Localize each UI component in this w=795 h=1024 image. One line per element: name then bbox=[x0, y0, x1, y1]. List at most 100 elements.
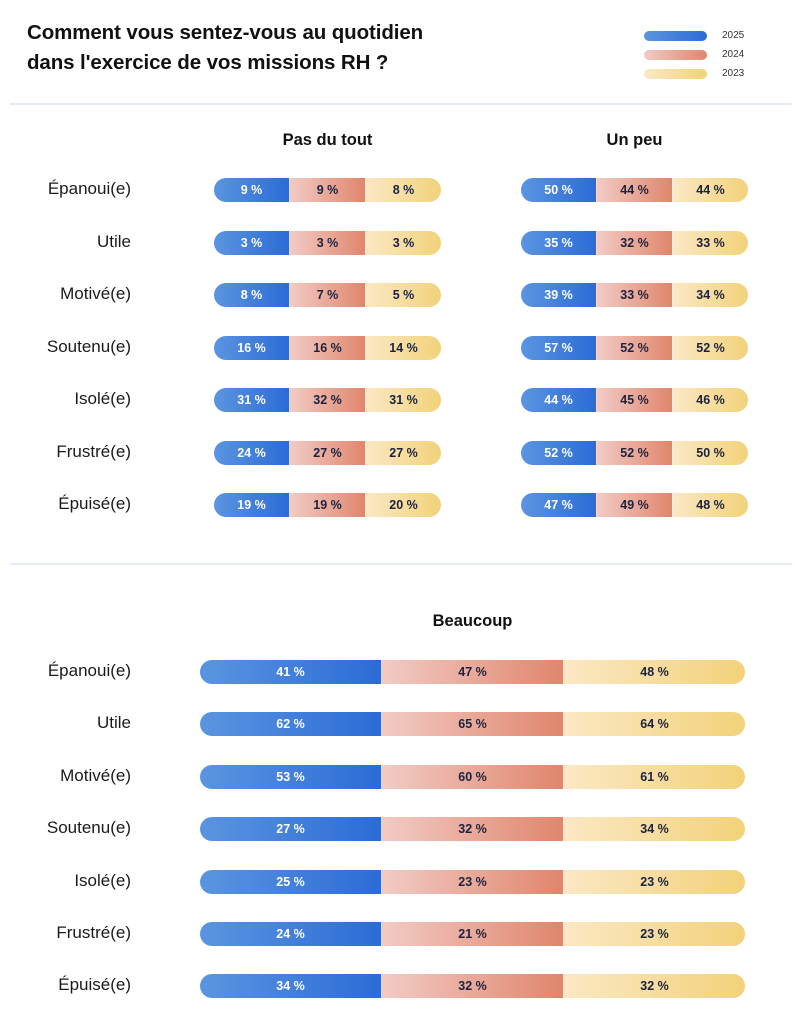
legend-swatch-2023 bbox=[644, 69, 707, 79]
legend-swatch-2025 bbox=[644, 31, 707, 41]
bar-segment-2023: 34 % bbox=[563, 817, 745, 842]
bar-segment-2025: 44 % bbox=[521, 388, 596, 412]
bar-segment-2024: 16 % bbox=[289, 335, 365, 360]
bar-segment-2025: 16 % bbox=[214, 335, 289, 360]
bar-segment-2023: 32 % bbox=[563, 974, 745, 999]
bar-segment-2025: 39 % bbox=[521, 283, 596, 307]
bar-segment-2023: 27 % bbox=[365, 440, 441, 465]
bar-segment-2024: 44 % bbox=[596, 178, 672, 202]
bar-segment-2025: 3 % bbox=[214, 230, 289, 255]
bar-segment-2025: 41 % bbox=[200, 660, 381, 684]
bar-segment-2023: 14 % bbox=[365, 335, 441, 360]
bar-segment-2023: 23 % bbox=[563, 869, 745, 894]
row-label-isole-e: Isolé(e) bbox=[74, 870, 131, 890]
bar-segment-2023: 3 % bbox=[365, 230, 441, 255]
bar-beaucoup-frustre-e: 24 % 21 % 23 % bbox=[200, 922, 745, 946]
bar-segment-2025: 52 % bbox=[521, 440, 596, 465]
bar-segment-2025: 34 % bbox=[200, 974, 381, 999]
bar-segment-2024: 9 % bbox=[289, 178, 365, 202]
divider-top bbox=[10, 103, 792, 105]
bar-un-peu-epanoui-e: 50 % 44 % 44 % bbox=[521, 178, 748, 202]
bar-segment-2025: 8 % bbox=[214, 283, 289, 307]
bar-segment-2023: 5 % bbox=[365, 283, 441, 307]
row-label-soutenu-e: Soutenu(e) bbox=[46, 818, 131, 838]
bar-segment-2023: 44 % bbox=[672, 178, 748, 202]
bar-segment-2025: 24 % bbox=[200, 922, 381, 946]
bar-segment-2025: 57 % bbox=[521, 335, 596, 360]
bar-segment-2025: 35 % bbox=[521, 230, 596, 255]
bar-segment-2024: 27 % bbox=[289, 440, 365, 465]
legend-swatch-2024 bbox=[644, 50, 707, 60]
bar-segment-2024: 32 % bbox=[381, 974, 563, 999]
bar-segment-2024: 7 % bbox=[289, 283, 365, 307]
bar-segment-2024: 32 % bbox=[596, 230, 672, 255]
bar-pas-du-tout-frustre-e: 24 % 27 % 27 % bbox=[214, 440, 441, 465]
chart-title: Comment vous sentez-vous au quotidien da… bbox=[27, 18, 423, 78]
bar-beaucoup-utile: 62 % 65 % 64 % bbox=[200, 712, 745, 737]
legend-label-2024: 2024 bbox=[722, 49, 745, 60]
chart-title-line-1: Comment vous sentez-vous au quotidien bbox=[27, 21, 424, 44]
bar-segment-2024: 49 % bbox=[596, 493, 672, 517]
row-label-epanoui-e: Épanoui(e) bbox=[47, 179, 131, 198]
bar-segment-2023: 8 % bbox=[365, 178, 441, 202]
bar-segment-2024: 65 % bbox=[381, 712, 563, 737]
row-label-epanoui-e: Épanoui(e) bbox=[47, 661, 131, 680]
row-label-utile: Utile bbox=[96, 231, 131, 251]
bar-segment-2024: 47 % bbox=[381, 660, 563, 684]
bar-segment-2024: 21 % bbox=[381, 922, 563, 946]
bar-beaucoup-soutenu-e: 27 % 32 % 34 % bbox=[200, 817, 745, 842]
bar-pas-du-tout-epuise-e: 19 % 19 % 20 % bbox=[214, 493, 441, 517]
bar-segment-2023: 52 % bbox=[672, 335, 748, 360]
bar-segment-2023: 34 % bbox=[672, 283, 748, 307]
bar-segment-2023: 48 % bbox=[563, 660, 745, 684]
bar-segment-2023: 61 % bbox=[563, 764, 745, 789]
legend-label-2025: 2025 bbox=[722, 30, 745, 41]
bar-un-peu-utile: 35 % 32 % 33 % bbox=[521, 230, 748, 255]
bar-segment-2023: 31 % bbox=[365, 388, 441, 412]
bar-segment-2023: 23 % bbox=[563, 922, 745, 946]
bar-segment-2025: 62 % bbox=[200, 712, 381, 737]
bar-segment-2024: 32 % bbox=[381, 817, 563, 842]
bar-un-peu-soutenu-e: 57 % 52 % 52 % bbox=[521, 335, 748, 360]
bar-pas-du-tout-motive-e: 8 % 7 % 5 % bbox=[214, 283, 441, 307]
bar-segment-2023: 50 % bbox=[672, 440, 748, 465]
bar-segment-2024: 60 % bbox=[381, 764, 563, 789]
bar-un-peu-frustre-e: 52 % 52 % 50 % bbox=[521, 440, 748, 465]
bar-segment-2024: 45 % bbox=[596, 388, 672, 412]
bar-segment-2024: 23 % bbox=[381, 869, 563, 894]
bar-segment-2023: 20 % bbox=[365, 493, 441, 517]
panel-title-pas-du-tout: Pas du tout bbox=[282, 131, 373, 149]
row-label-isole-e: Isolé(e) bbox=[74, 389, 131, 408]
row-label-motive-e: Motivé(e) bbox=[60, 765, 131, 785]
bar-segment-2023: 48 % bbox=[672, 493, 748, 517]
row-label-epuise-e: Épuisé(e) bbox=[58, 975, 131, 995]
bar-segment-2024: 33 % bbox=[596, 283, 672, 307]
bar-segment-2024: 52 % bbox=[596, 335, 672, 360]
bar-segment-2023: 33 % bbox=[672, 230, 748, 255]
bar-pas-du-tout-isole-e: 31 % 32 % 31 % bbox=[214, 388, 441, 412]
row-label-motive-e: Motivé(e) bbox=[60, 284, 131, 303]
bar-segment-2025: 27 % bbox=[200, 817, 381, 842]
panel-title-un-peu: Un peu bbox=[606, 131, 663, 149]
bar-pas-du-tout-soutenu-e: 16 % 16 % 14 % bbox=[214, 335, 441, 360]
row-label-frustre-e: Frustré(e) bbox=[56, 923, 131, 942]
bar-segment-2024: 32 % bbox=[289, 388, 365, 412]
row-label-soutenu-e: Soutenu(e) bbox=[46, 336, 131, 356]
bar-segment-2025: 47 % bbox=[521, 493, 596, 517]
bar-segment-2025: 25 % bbox=[200, 869, 381, 894]
bar-segment-2023: 46 % bbox=[672, 388, 748, 412]
legend-label-2023: 2023 bbox=[722, 68, 745, 79]
row-label-utile: Utile bbox=[96, 713, 131, 733]
bar-segment-2025: 9 % bbox=[214, 178, 289, 202]
bar-segment-2024: 52 % bbox=[596, 440, 672, 465]
chart-title-line-2: dans l'exercice de vos missions RH ? bbox=[27, 51, 389, 74]
bar-beaucoup-isole-e: 25 % 23 % 23 % bbox=[200, 869, 745, 894]
panel-title-beaucoup: Beaucoup bbox=[432, 612, 513, 630]
bar-segment-2023: 64 % bbox=[563, 712, 745, 737]
bar-beaucoup-motive-e: 53 % 60 % 61 % bbox=[200, 764, 745, 789]
bar-un-peu-isole-e: 44 % 45 % 46 % bbox=[521, 388, 748, 412]
row-label-frustre-e: Frustré(e) bbox=[56, 441, 131, 461]
bar-beaucoup-epanoui-e: 41 % 47 % 48 % bbox=[200, 660, 745, 684]
bar-segment-2025: 50 % bbox=[521, 178, 596, 202]
bar-segment-2024: 19 % bbox=[289, 493, 365, 517]
